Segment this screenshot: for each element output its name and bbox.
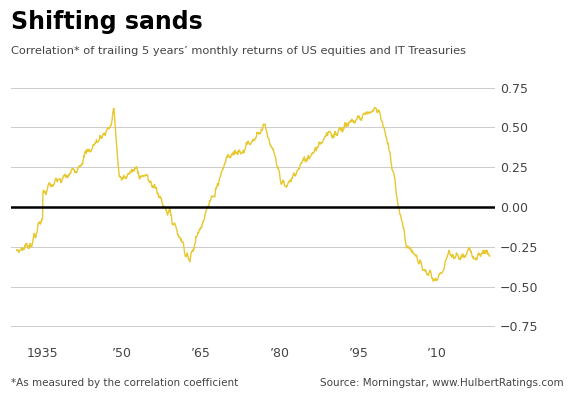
Text: *As measured by the correlation coefficient: *As measured by the correlation coeffici… <box>11 378 238 388</box>
Text: Correlation* of trailing 5 years’ monthly returns of US equities and IT Treasuri: Correlation* of trailing 5 years’ monthl… <box>11 46 467 56</box>
Text: Shifting sands: Shifting sands <box>11 10 203 34</box>
Text: Source: Morningstar, www.HulbertRatings.com: Source: Morningstar, www.HulbertRatings.… <box>320 378 563 388</box>
